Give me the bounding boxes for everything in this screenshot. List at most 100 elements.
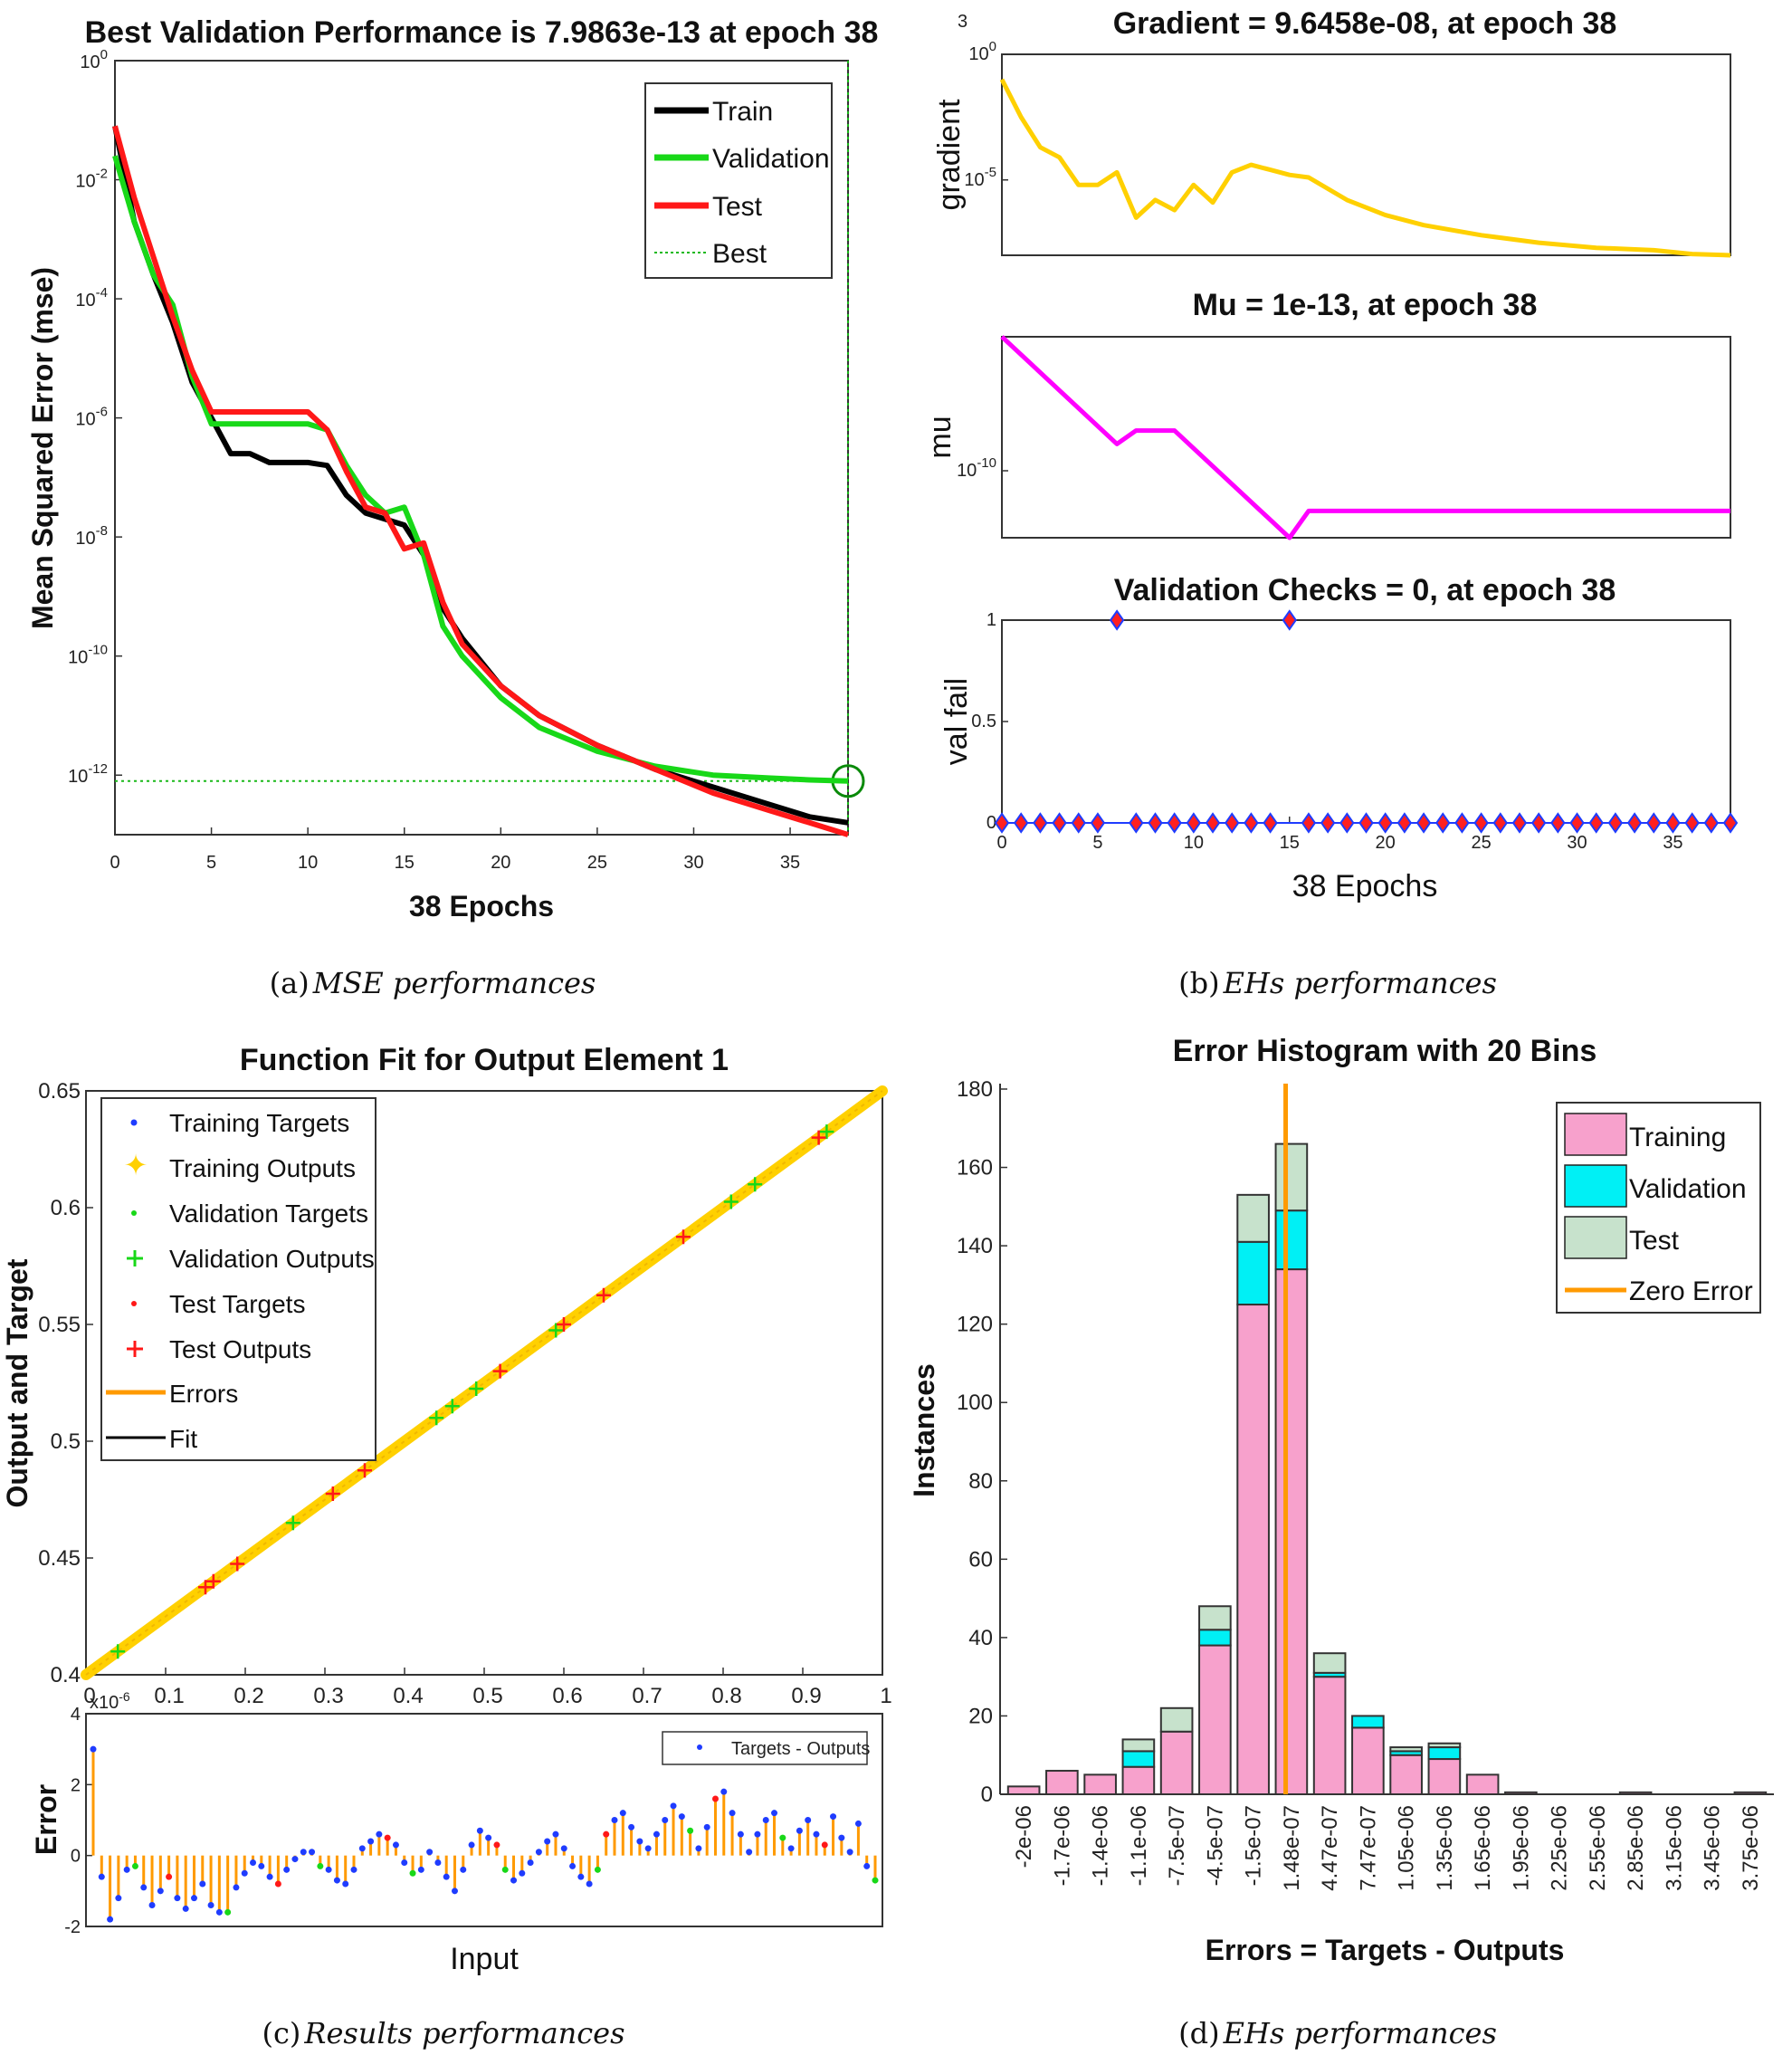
error-point <box>384 1834 391 1841</box>
panel-c2-bars <box>90 1745 879 1923</box>
val-fail-point <box>1244 812 1259 834</box>
y-tick-label: 0 <box>981 1783 993 1807</box>
test-output-point <box>198 1580 213 1595</box>
y-tick-label: 10-8 <box>75 523 108 549</box>
x-tick-label: 20 <box>491 853 510 873</box>
panel-c-title: Function Fit for Output Element 1 <box>240 1043 729 1077</box>
legend-d-test-swatch <box>1564 1216 1627 1259</box>
val-fail-point <box>1588 812 1604 834</box>
val-fail-point <box>1550 812 1566 834</box>
error-point <box>98 1873 105 1880</box>
error-point <box>527 1859 534 1866</box>
validation-output-point <box>723 1194 739 1209</box>
error-point <box>182 1905 189 1912</box>
panel-c-y-label: Output and Target <box>1 1258 33 1507</box>
val-fail-point <box>1569 812 1585 834</box>
caption-d-text: EHs performances <box>1223 2016 1497 2050</box>
error-point <box>476 1827 483 1834</box>
y-tick-label-exponent: -5 <box>985 165 996 180</box>
val-fail-point <box>1722 812 1739 834</box>
val-fail-point <box>1282 609 1297 631</box>
training-bar <box>1274 1268 1309 1795</box>
error-point <box>552 1830 559 1838</box>
y-tick-label: 10-5 <box>964 165 996 190</box>
test-line <box>112 125 849 837</box>
x-tick-label: 2.55e-06 <box>1586 1805 1610 1891</box>
y-tick-label-base: 10 <box>75 410 95 430</box>
test-bar <box>1159 1706 1194 1733</box>
error-point <box>493 1841 500 1849</box>
panel-a: Best Validation Performance is 7.9863e-1… <box>26 15 878 922</box>
y-tick-label-base: 10 <box>75 291 95 311</box>
val-fail-point <box>1435 812 1451 834</box>
validation-output-point <box>469 1381 484 1396</box>
error-point <box>123 1866 130 1873</box>
error-point <box>460 1866 467 1873</box>
error-point <box>863 1862 871 1869</box>
error-point <box>376 1830 383 1838</box>
val-fail-point <box>1129 812 1144 834</box>
panel-b1-frame <box>1001 53 1731 256</box>
caption-b-label: (b) <box>1178 966 1219 1000</box>
error-point <box>695 1845 702 1852</box>
error-point <box>434 1859 442 1866</box>
y-tick-label-exponent: 0 <box>100 47 108 62</box>
error-point <box>199 1880 206 1888</box>
error-point <box>779 1834 786 1841</box>
val-fail-point <box>1186 812 1202 834</box>
error-point <box>426 1849 434 1856</box>
panel-c: Function Fit for Output Element 1 0.40.4… <box>1 1043 892 1976</box>
panel-c2-scale-base: x10 <box>90 1693 119 1713</box>
y-tick-label: 0 <box>71 1847 81 1867</box>
error-point <box>821 1841 828 1849</box>
y-tick-label: 80 <box>968 1469 993 1494</box>
error-point <box>771 1810 778 1817</box>
test-bar <box>1427 1742 1462 1749</box>
error-point <box>367 1838 375 1845</box>
panel-b2-title: Mu = 1e-13, at epoch 38 <box>1193 288 1538 322</box>
error-point <box>451 1888 458 1895</box>
y-tick-label: 100 <box>80 47 108 72</box>
x-tick-label: 0.3 <box>313 1684 343 1708</box>
x-tick-label: 3.75e-06 <box>1739 1805 1763 1891</box>
error-point <box>535 1849 542 1856</box>
error-point <box>544 1838 551 1845</box>
val-fail-point <box>1013 812 1029 834</box>
x-tick-label: -4.5e-07 <box>1203 1805 1227 1886</box>
panel-c2-scale-label: x10-6 <box>90 1689 130 1713</box>
error-point <box>233 1884 240 1891</box>
val-fail-point <box>1109 609 1125 631</box>
panel-b2-y-label: mu <box>923 416 958 458</box>
error-point <box>569 1862 577 1869</box>
training-bar <box>1465 1773 1500 1795</box>
legend-training-swatch <box>1564 1113 1627 1156</box>
val-fail-point <box>1301 812 1317 834</box>
val-fail-point <box>1684 812 1700 834</box>
training-bar <box>1006 1785 1041 1796</box>
x-tick-label: 4.47e-07 <box>1318 1805 1342 1891</box>
training-bar <box>1618 1791 1653 1795</box>
training-bar <box>1351 1726 1385 1795</box>
x-tick-label: 0.8 <box>711 1684 741 1708</box>
legend-zero-error: Zero Error <box>1629 1276 1753 1306</box>
validation-bar <box>1351 1715 1385 1729</box>
y-tick-label: 180 <box>957 1077 993 1102</box>
val-fail-point <box>1665 812 1681 834</box>
y-tick-label: 0 <box>987 813 996 833</box>
validation-output-point <box>548 1323 564 1338</box>
panel-b3-x-ticks: 0 5 10 15 20 25 30 35 <box>996 817 1683 853</box>
caption-c-text: Results performances <box>303 2016 624 2050</box>
y-tick-label-base: 10 <box>68 648 88 668</box>
x-tick-label: 3.45e-06 <box>1701 1805 1725 1891</box>
y-tick-label-exponent: 0 <box>989 39 996 54</box>
error-point <box>166 1873 173 1880</box>
caption-c: (c) Results performances <box>262 2016 624 2050</box>
panel-c-fit-series <box>81 1085 888 1680</box>
y-tick-label-base: 10 <box>68 767 88 787</box>
panel-a-legend-box <box>644 82 833 279</box>
error-point <box>350 1866 357 1873</box>
test-bar <box>1236 1193 1270 1243</box>
error-point <box>358 1845 366 1852</box>
x-tick-label: 0 <box>996 833 1006 853</box>
